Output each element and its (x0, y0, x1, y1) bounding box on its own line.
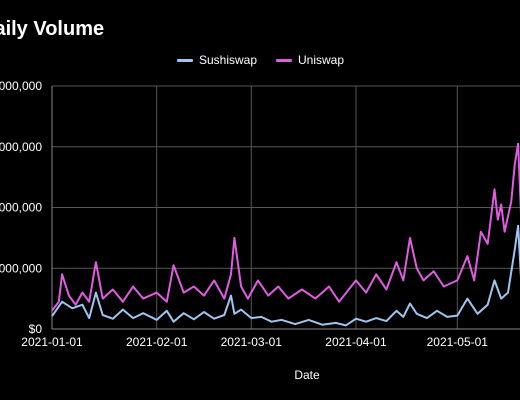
x-tick-label: 2021-03-01 (221, 335, 283, 349)
y-tick-label: $1,000,000,000 (0, 261, 42, 275)
legend-swatch-sushiswap (177, 59, 193, 63)
series-line-uniswap (51, 142, 520, 312)
legend-item-uniswap[interactable]: Uniswap (276, 52, 344, 68)
legend: Sushiswap Uniswap (0, 52, 520, 68)
series-line-sushiswap (51, 224, 520, 327)
x-axis-title: Date (294, 368, 320, 382)
legend-label-sushiswap: Sushiswap (199, 53, 258, 67)
legend-item-sushiswap[interactable]: Sushiswap (177, 52, 257, 68)
x-tick-label: 2021-05-01 (427, 335, 489, 349)
legend-label-uniswap: Uniswap (298, 53, 345, 67)
legend-swatch-uniswap (276, 59, 292, 63)
y-tick-label: $2,000,000,000 (0, 201, 42, 215)
x-tick-label: 2021-01-01 (21, 335, 83, 349)
x-tick-label: 2021-04-01 (325, 335, 387, 349)
x-tick-label: 2021-02-01 (126, 335, 188, 349)
y-tick-label: $3,000,000,000 (0, 140, 42, 154)
chart-title: Daily Volume (0, 18, 105, 40)
y-tick-label: $0 (29, 322, 43, 336)
y-tick-label: $4,000,000,000 (0, 79, 42, 93)
